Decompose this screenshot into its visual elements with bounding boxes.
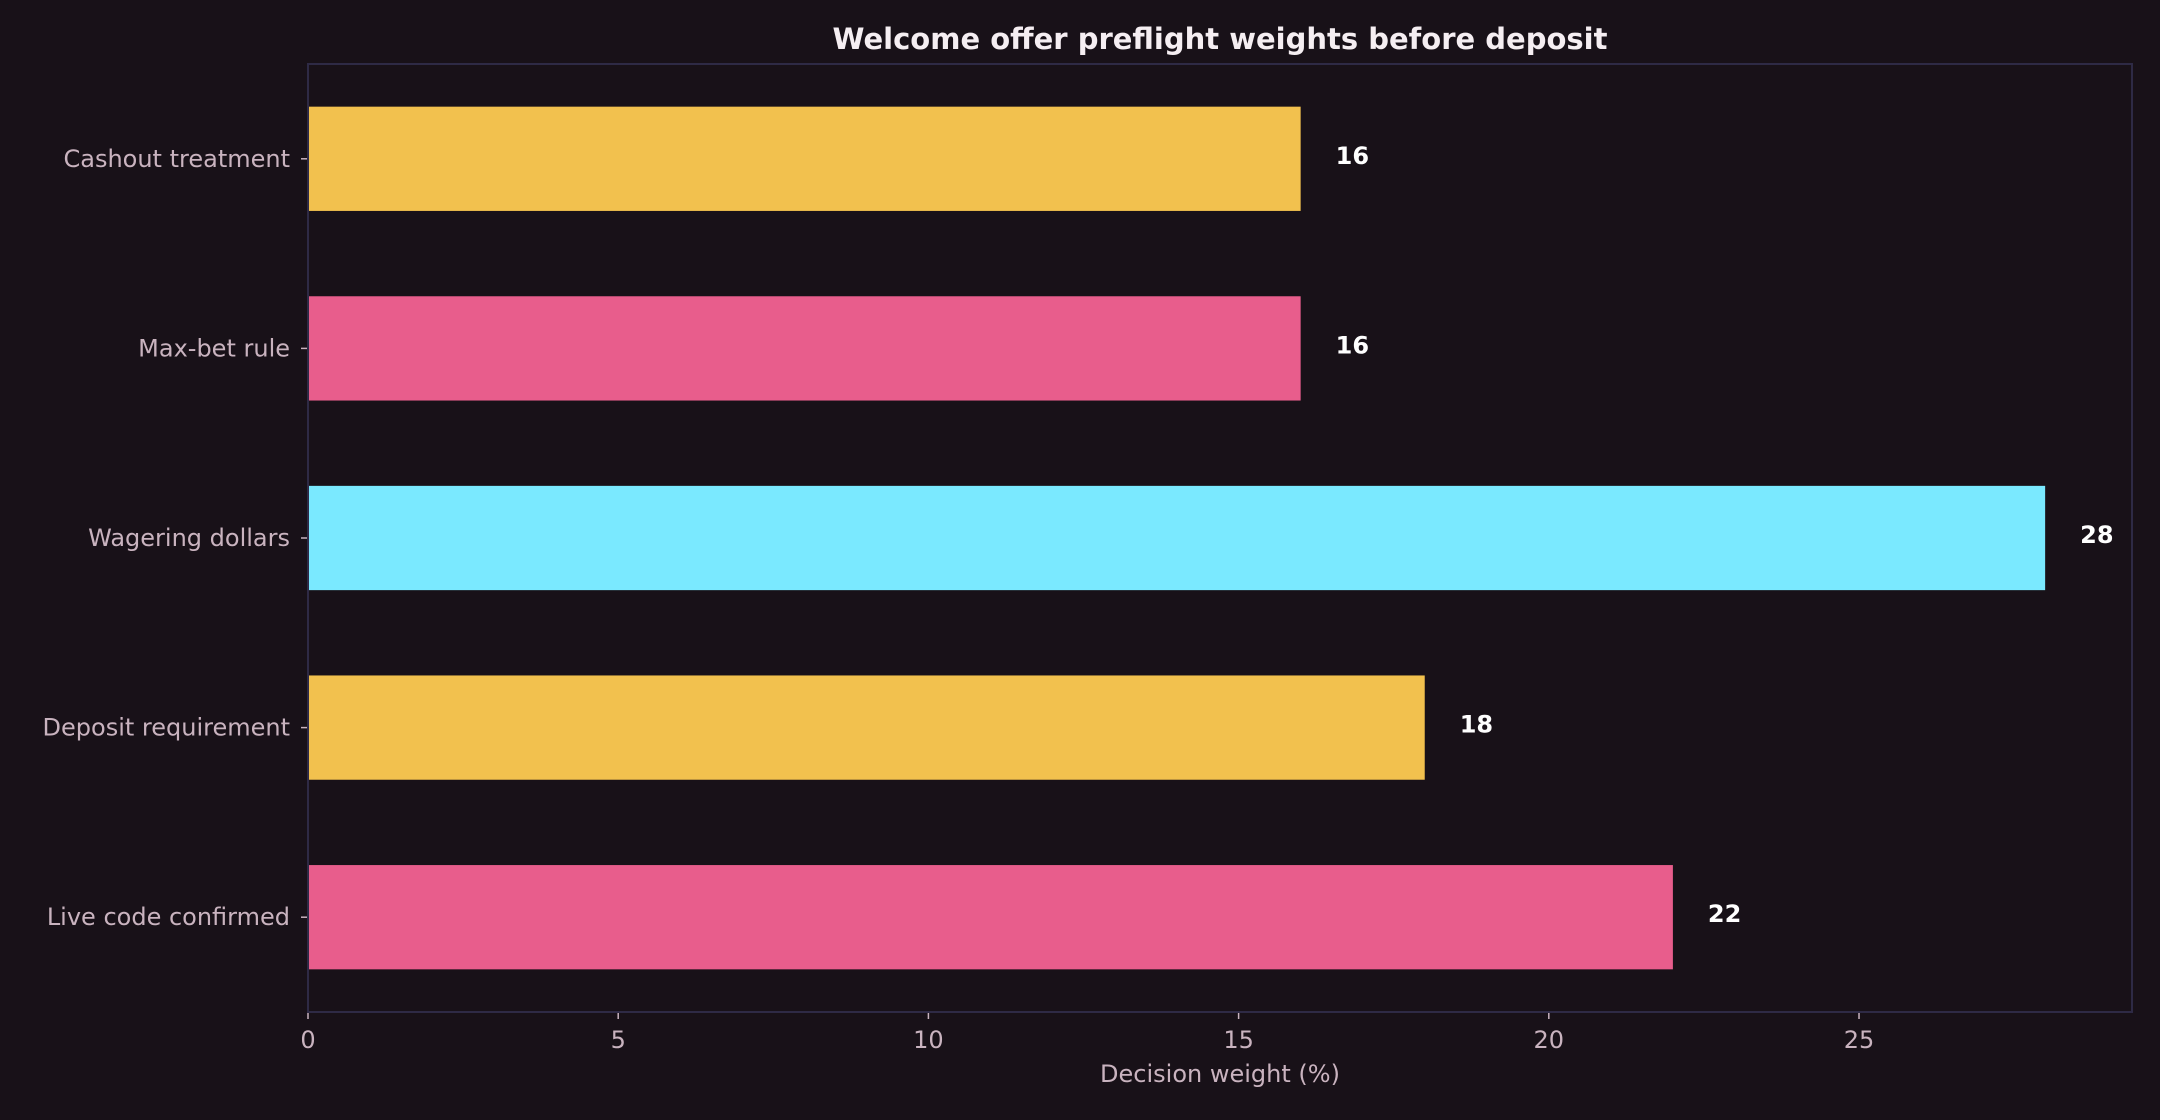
value-label: 22 [1708, 900, 1741, 928]
value-label: 16 [1336, 331, 1369, 359]
bar-0 [308, 106, 1301, 211]
category-label: Live code confirmed [47, 903, 290, 931]
x-tick-label: 0 [300, 1026, 315, 1054]
value-label: 28 [2080, 521, 2113, 549]
x-tick-label: 20 [1534, 1026, 1565, 1054]
x-tick-label: 5 [611, 1026, 626, 1054]
bar-4 [308, 865, 1673, 970]
category-label: Wagering dollars [88, 524, 290, 552]
bars-layer [308, 106, 2046, 970]
category-labels: Cashout treatment Max-bet rule Wagering do… [43, 145, 308, 931]
value-labels: 16 16 28 18 22 [1336, 142, 2114, 928]
value-label: 16 [1336, 142, 1369, 170]
value-label: 18 [1460, 711, 1493, 739]
x-axis: 0 5 10 15 20 25 [300, 1012, 1874, 1054]
x-tick-label: 10 [913, 1026, 944, 1054]
x-tick-label: 25 [1844, 1026, 1875, 1054]
category-label: Deposit requirement [43, 714, 290, 742]
x-tick-label: 15 [1223, 1026, 1254, 1054]
x-axis-title: Decision weight (%) [1100, 1060, 1340, 1088]
category-label: Cashout treatment [63, 145, 290, 173]
bar-1 [308, 296, 1301, 401]
chart-title: Welcome offer preflight weights before d… [833, 22, 1608, 56]
plot-frame [307, 63, 2133, 1013]
bar-3 [308, 675, 1425, 780]
bar-2 [308, 485, 2046, 591]
category-label: Max-bet rule [138, 334, 290, 362]
